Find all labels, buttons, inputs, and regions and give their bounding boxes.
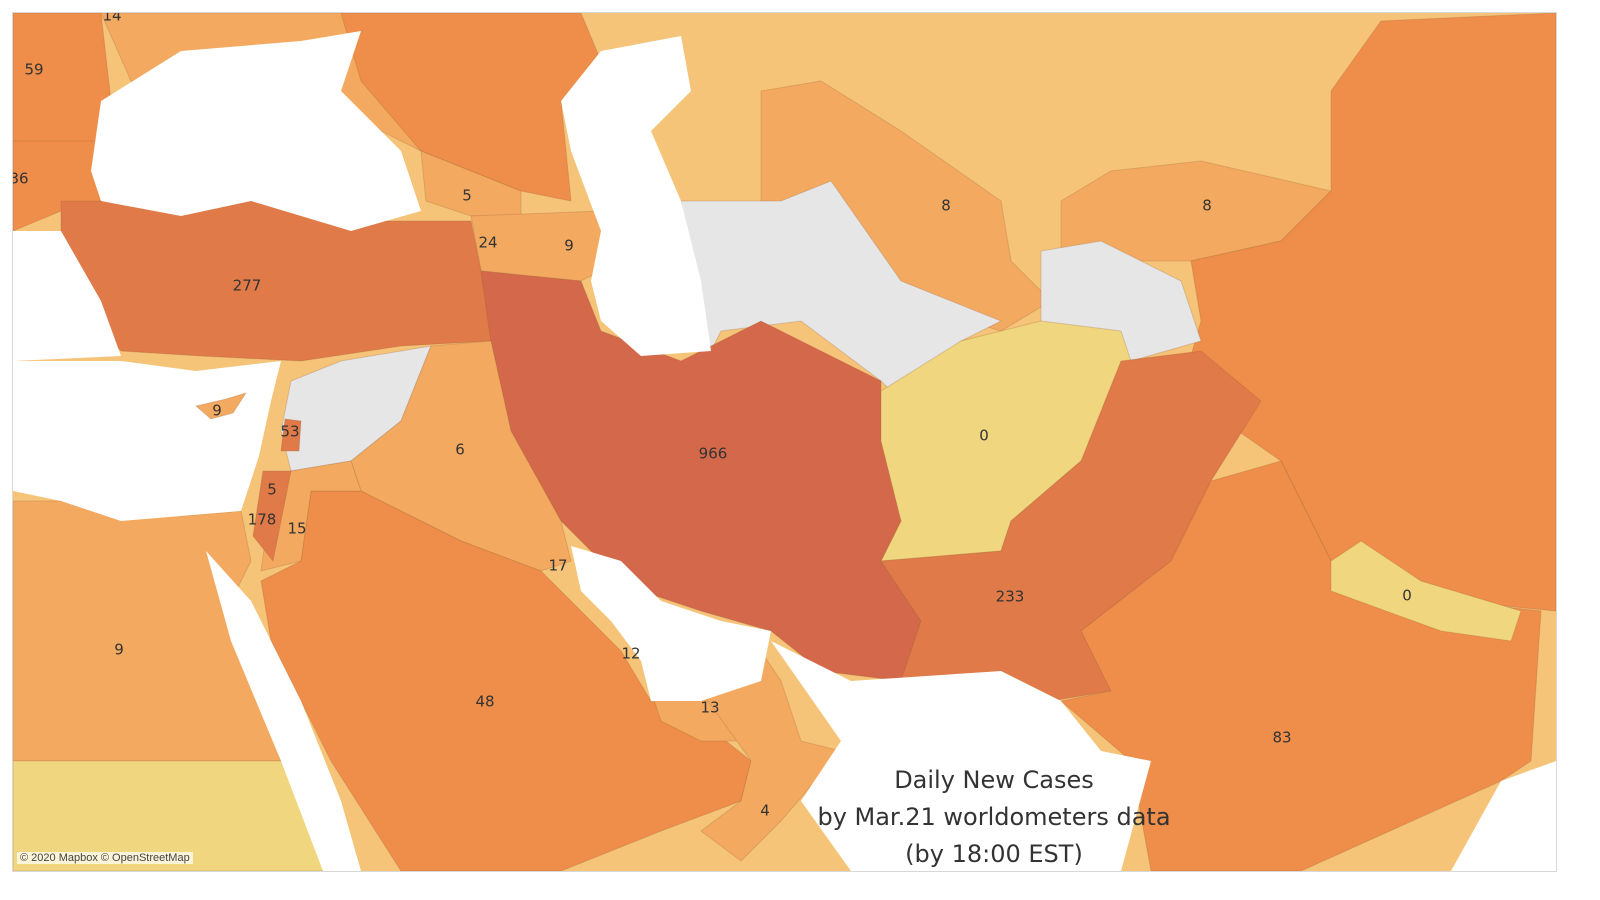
case-count-label: 36 [13,170,29,188]
title-line-3: (by 18:00 EST) [905,840,1083,868]
sea-mediterranean[interactable] [13,361,281,521]
case-count-label: 13 [700,699,719,717]
case-count-label: 8 [941,197,951,215]
case-count-label: 24 [478,234,497,252]
case-count-label: 12 [621,645,640,663]
case-count-label: 0 [979,427,989,445]
case-count-label: 178 [248,511,277,529]
title-line-1: Daily New Cases [894,766,1094,794]
region-oman[interactable] [700,650,842,862]
case-count-label: 53 [280,423,299,441]
sea-persian-gulf[interactable] [571,546,771,701]
map-canvas[interactable]: 1459365249277889536966051781517233091248… [12,12,1557,872]
map-attribution[interactable]: © 2020 Mapbox © OpenStreetMap [17,852,193,864]
case-count-label: 966 [699,445,728,463]
sea-black-sea[interactable] [91,31,421,231]
case-count-label: 4 [760,802,770,820]
case-count-label: 9 [564,237,574,255]
region-israel[interactable] [252,470,292,563]
case-count-label: 9 [212,402,222,420]
title-line-2: by Mar.21 worldometers data [817,803,1171,831]
case-count-label: 233 [996,588,1025,606]
region-turkey[interactable] [60,195,492,362]
region-cyprus-island[interactable] [194,392,248,420]
sea-arabian[interactable] [771,641,1151,871]
case-count-label: 8 [1202,197,1212,215]
region-sudan[interactable] [13,760,342,871]
case-count-label: 14 [102,13,121,25]
case-count-label: 15 [287,520,306,538]
case-count-label: 5 [462,187,472,205]
case-count-label: 0 [1402,587,1412,605]
choropleth-map[interactable]: 1459365249277889536966051781517233091248… [13,13,1556,871]
map-title: Daily New Cases by Mar.21 worldometers d… [780,762,1208,873]
region-russia-caucasus[interactable] [340,13,602,202]
case-count-label: 6 [455,441,465,459]
sea-bay-of-bengal[interactable] [1451,761,1556,871]
case-count-label: 17 [548,557,567,575]
case-count-label: 48 [475,693,494,711]
sea-red-sea[interactable] [206,551,361,871]
case-count-label: 9 [114,641,124,659]
region-lebanon[interactable] [280,418,302,452]
case-count-label: 83 [1272,729,1291,747]
sea-aegean[interactable] [13,231,121,361]
sea-caspian[interactable] [561,36,711,356]
case-count-label: 5 [267,481,277,499]
region-nepal[interactable] [1330,540,1522,642]
case-count-label: 277 [233,277,262,295]
case-count-label: 59 [24,61,43,79]
